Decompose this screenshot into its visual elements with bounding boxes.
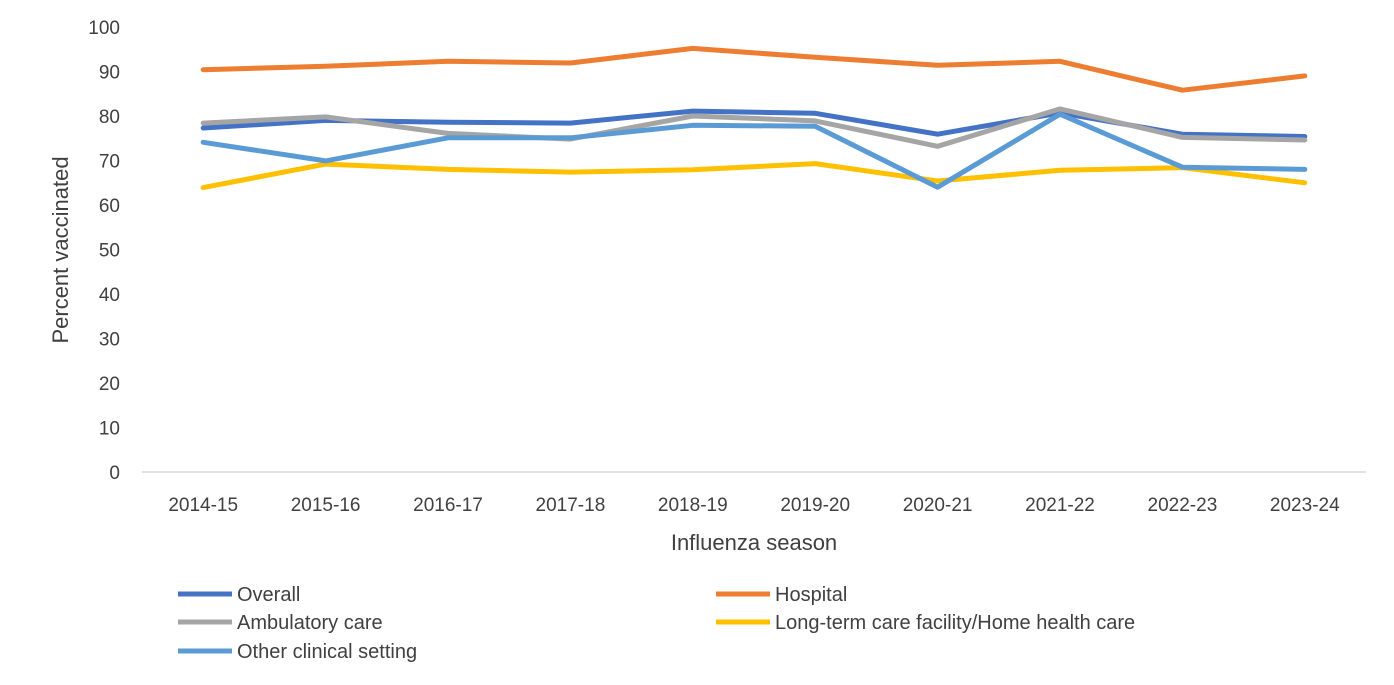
legend-label-overall: Overall — [237, 584, 300, 606]
y-tick-label: 60 — [99, 196, 120, 217]
x-axis-tick-labels: 2014-15 2015-16 2016-17 2017-18 2018-19 2019-… — [168, 495, 1340, 516]
legend: Overall Hospital Ambulatory care Long-term … — [178, 584, 1135, 663]
y-tick-label: 0 — [109, 463, 120, 484]
x-tick-label: 2022-23 — [1148, 495, 1218, 516]
legend-label-ambulatory-care: Ambulatory care — [237, 612, 383, 634]
series-line-ambulatory-care — [200, 106, 1308, 149]
y-tick-label: 50 — [99, 241, 120, 262]
x-tick-label: 2017-18 — [536, 495, 606, 516]
y-axis-title: Percent vaccinated — [48, 156, 73, 343]
y-tick-label: 40 — [99, 285, 120, 306]
x-tick-label: 2018-19 — [658, 495, 728, 516]
x-tick-label: 2014-15 — [168, 495, 238, 516]
y-tick-label: 10 — [99, 419, 120, 440]
x-tick-label: 2016-17 — [413, 495, 483, 516]
x-tick-label: 2021-22 — [1025, 495, 1095, 516]
legend-label-other-clinical-setting: Other clinical setting — [237, 641, 417, 663]
y-tick-label: 30 — [99, 330, 120, 351]
series-lines — [200, 45, 1308, 191]
y-tick-label: 80 — [99, 107, 120, 128]
series-line-other-clinical-setting — [200, 111, 1308, 190]
y-tick-label: 70 — [99, 152, 120, 173]
x-tick-label: 2023-24 — [1270, 495, 1340, 516]
x-axis-title: Influenza season — [671, 530, 837, 555]
x-tick-label: 2020-21 — [903, 495, 973, 516]
y-axis-tick-labels: 0 10 20 30 40 50 60 70 80 90 100 — [88, 18, 120, 484]
legend-label-hospital: Hospital — [775, 584, 847, 606]
y-tick-label: 90 — [99, 63, 120, 84]
x-tick-label: 2015-16 — [291, 495, 361, 516]
y-tick-label: 20 — [99, 374, 120, 395]
y-tick-label: 100 — [88, 18, 120, 39]
legend-label-long-term-care-facility-home-health-care: Long-term care facility/Home health care — [775, 612, 1135, 634]
x-tick-label: 2019-20 — [780, 495, 850, 516]
series-line-hospital — [200, 45, 1308, 93]
series-line-long-term-care-facility-home-health-care — [200, 161, 1308, 191]
